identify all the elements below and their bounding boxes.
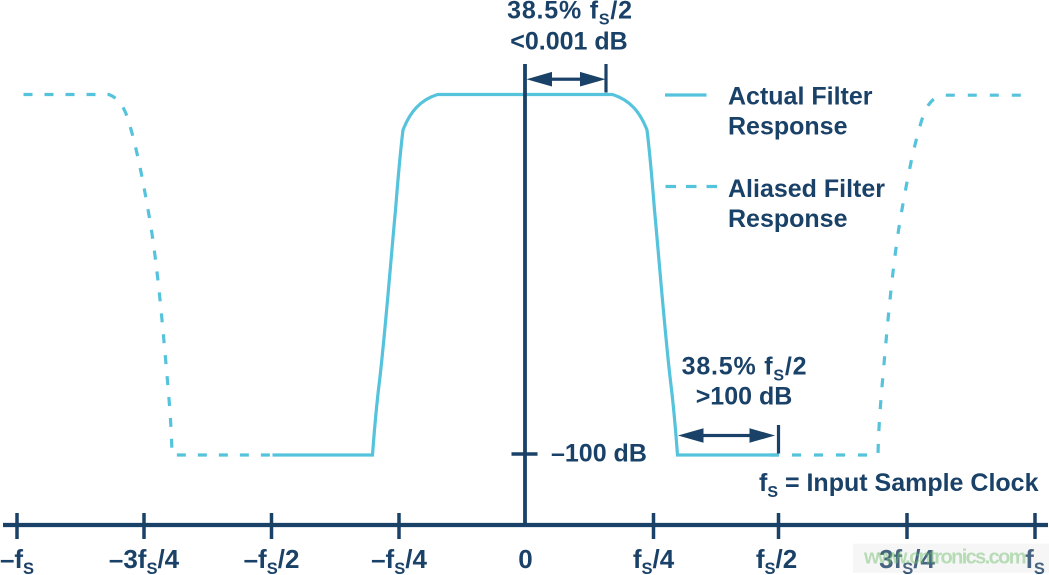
svg-text:<0.001 dB: <0.001 dB [510,27,627,55]
svg-text:fS/4: fS/4 [633,544,675,575]
svg-text:>100 dB: >100 dB [696,383,793,411]
svg-text:fS = Input Sample Clock: fS = Input Sample Clock [759,469,1039,501]
svg-text:–fS/4: –fS/4 [371,544,427,575]
svg-text:Aliased Filter: Aliased Filter [728,175,885,203]
svg-text:–3fS/4: –3fS/4 [109,544,180,575]
svg-text:38.5% fS/2: 38.5% fS/2 [507,0,633,29]
svg-text:Response: Response [728,205,848,233]
svg-text:Response: Response [728,113,848,141]
svg-text:fS/2: fS/2 [756,544,797,575]
svg-text:0: 0 [518,544,532,574]
svg-text:Actual Filter: Actual Filter [728,83,873,111]
svg-text:–fS: –fS [0,544,34,575]
svg-text:www.cntronics.com: www.cntronics.com [863,547,1026,569]
svg-text:–fS/2: –fS/2 [244,544,300,575]
svg-text:–100 dB: –100 dB [551,440,647,468]
svg-text:38.5% fS/2: 38.5% fS/2 [682,353,808,385]
